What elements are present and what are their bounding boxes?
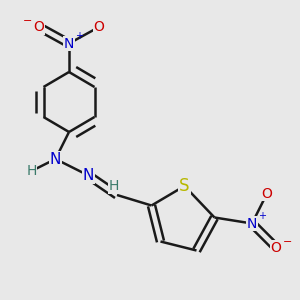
Text: S: S (179, 177, 190, 195)
Text: O: O (94, 20, 104, 34)
Text: N: N (64, 37, 74, 50)
Text: N: N (50, 152, 61, 166)
Text: −: − (283, 236, 292, 247)
Text: −: − (23, 16, 32, 26)
Text: N: N (83, 168, 94, 183)
Text: O: O (34, 20, 44, 34)
Text: +: + (75, 31, 83, 41)
Text: H: H (109, 179, 119, 193)
Text: O: O (271, 241, 281, 254)
Text: H: H (26, 164, 37, 178)
Text: N: N (247, 217, 257, 230)
Text: +: + (258, 211, 266, 221)
Text: O: O (262, 187, 272, 200)
